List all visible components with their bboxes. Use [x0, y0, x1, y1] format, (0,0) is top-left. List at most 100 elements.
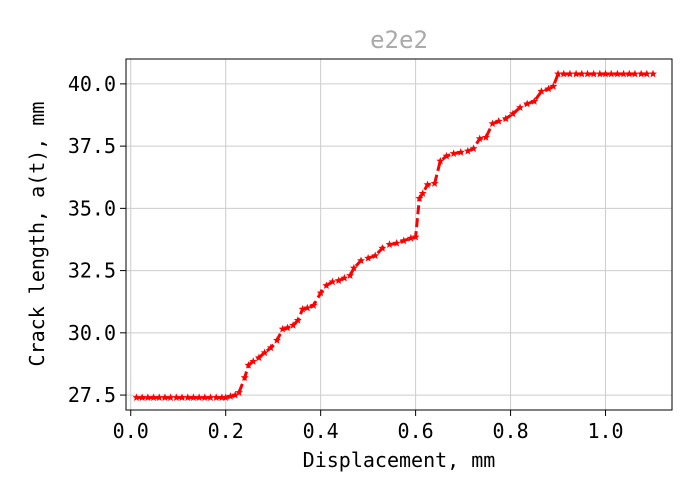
data-point-marker: [595, 69, 604, 78]
data-point-marker: [430, 179, 439, 187]
data-point-marker: [418, 189, 427, 197]
data-point-marker: [577, 69, 586, 78]
data-point-marker: [619, 69, 628, 78]
data-point-marker: [630, 69, 639, 78]
data-point-marker: [289, 321, 298, 329]
data-point-marker: [523, 99, 532, 108]
x-axis-ticks: 0.0 0.2 0.4 0.6 0.8 1.0: [113, 410, 624, 443]
data-point-marker: [436, 156, 445, 165]
data-point-marker: [272, 336, 281, 344]
data-point-marker: [212, 393, 221, 401]
data-point-marker: [642, 69, 651, 78]
data-point-marker: [235, 388, 243, 396]
data-point-marker: [415, 194, 424, 202]
plot-frame: [125, 58, 673, 411]
data-point-marker: [349, 263, 358, 272]
data-point-marker: [328, 277, 337, 286]
data-point-marker: [406, 234, 415, 242]
data-point-marker: [544, 84, 553, 93]
data-point-marker: [364, 253, 373, 262]
data-point-marker: [411, 232, 420, 241]
data-point-marker: [143, 393, 152, 401]
y-tick-label: 32.5: [68, 259, 116, 283]
data-point-marker: [293, 316, 302, 324]
data-point-marker: [537, 87, 546, 95]
data-point-marker: [172, 393, 181, 401]
data-point-marker: [309, 301, 318, 309]
x-tick-label: 0.0: [113, 419, 149, 443]
data-point-marker: [601, 69, 610, 78]
chart-title: e2e2: [370, 26, 428, 54]
y-axis-ticks: 27.5 30.0 32.5 35.0 37.5 40.0: [68, 72, 126, 407]
data-point-marker: [283, 323, 292, 332]
data-point-marker: [481, 133, 490, 141]
data-point-marker: [221, 393, 230, 401]
data-point-marker: [392, 239, 401, 247]
x-tick-label: 1.0: [587, 419, 623, 443]
data-point-marker: [607, 69, 616, 78]
data-point-marker: [155, 393, 164, 401]
data-point-marker: [132, 393, 141, 401]
data-point-marker: [516, 103, 525, 111]
y-tick-label: 30.0: [68, 321, 116, 345]
data-point-marker: [554, 69, 563, 78]
data-point-marker: [565, 69, 574, 78]
data-point-marker: [637, 69, 646, 78]
data-point-marker: [254, 353, 263, 362]
data-point-marker: [385, 240, 394, 248]
data-point-marker: [231, 390, 240, 399]
data-point-marker: [244, 360, 253, 369]
data-point-marker: [217, 393, 226, 401]
data-point-marker: [583, 69, 592, 78]
data-point-marker: [399, 236, 408, 245]
data-point-marker: [334, 276, 343, 284]
x-tick-label: 0.6: [398, 419, 434, 443]
data-point-marker: [303, 303, 312, 312]
data-point-marker: [149, 393, 158, 401]
data-point-marker: [178, 393, 187, 401]
data-point-marker: [508, 109, 517, 118]
data-point-marker: [138, 393, 147, 401]
data-point-marker: [183, 393, 192, 401]
data-point-marker: [501, 114, 510, 123]
data-point-marker: [160, 393, 169, 401]
x-tick-label: 0.4: [303, 419, 339, 443]
data-point-marker: [649, 69, 657, 78]
data-point-marker: [559, 69, 568, 78]
data-point-marker: [206, 393, 215, 401]
data-point-marker: [322, 281, 331, 289]
y-tick-label: 40.0: [68, 72, 116, 96]
grid-lines: [126, 59, 672, 410]
data-point-marker: [316, 288, 325, 297]
x-tick-label: 0.2: [208, 419, 244, 443]
data-point-marker: [625, 69, 634, 78]
data-point-marker: [346, 271, 355, 279]
data-point-marker: [549, 82, 558, 90]
x-axis-label: Displacement, mm: [303, 448, 496, 472]
data-point-marker: [463, 146, 472, 155]
y-tick-label: 37.5: [68, 134, 116, 158]
data-point-marker: [371, 251, 380, 260]
data-point-marker: [378, 243, 387, 252]
data-point-marker: [226, 392, 235, 400]
data-point-marker: [613, 69, 622, 78]
data-point-marker: [340, 273, 349, 282]
y-axis-label: Crack length, a(t), mm: [25, 102, 49, 367]
data-point-marker: [278, 324, 287, 333]
data-point-marker: [494, 117, 503, 125]
data-point-marker: [298, 304, 307, 313]
data-point-marker: [260, 348, 269, 357]
data-point-marker: [166, 393, 175, 401]
data-point-marker: [195, 393, 204, 401]
data-point-marker: [456, 148, 465, 156]
y-tick-label: 35.0: [68, 196, 116, 220]
data-point-marker: [469, 144, 478, 153]
data-point-marker: [442, 151, 451, 160]
data-point-marker: [423, 180, 432, 189]
y-tick-label: 27.5: [68, 383, 116, 407]
data-point-marker: [572, 69, 581, 78]
data-point-marker: [589, 69, 598, 78]
data-point-marker: [488, 119, 497, 128]
